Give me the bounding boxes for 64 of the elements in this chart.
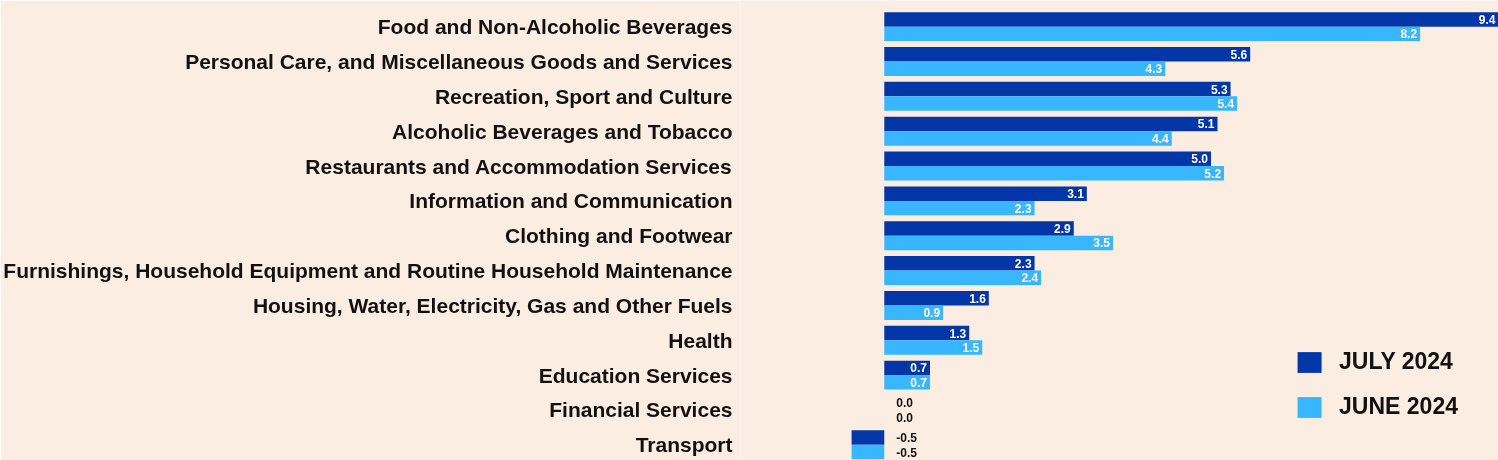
data-label: 5.0 (1191, 152, 1209, 167)
bar (884, 61, 1166, 76)
bar (851, 444, 885, 460)
y-tick-label: Information and Communication (409, 189, 733, 213)
data-label: 8.2 (1400, 27, 1418, 42)
y-tick-label: Health (668, 328, 733, 352)
data-label: 2.3 (1014, 201, 1032, 216)
bar (884, 290, 989, 306)
data-label: 0.9 (923, 306, 941, 321)
data-label: 5.2 (1204, 166, 1222, 181)
data-label: 4.3 (1145, 62, 1163, 77)
data-label: 3.1 (1067, 187, 1085, 202)
data-label: 0.7 (910, 361, 928, 376)
bar (884, 81, 1231, 97)
y-tick-label: Food and Non-Alcoholic Beverages (377, 15, 733, 39)
data-label: 2.9 (1054, 222, 1072, 236)
data-label: -0.5 (896, 431, 918, 446)
bar (884, 340, 983, 355)
bar (884, 256, 1035, 271)
bar (884, 200, 1035, 216)
bar (884, 305, 944, 320)
bar (884, 270, 1042, 286)
y-tick-label: Transport (635, 433, 733, 457)
legend-label: JUNE 2024 (1339, 393, 1458, 420)
y-tick-label: Personal Care, and Miscellaneous Goods and Services (185, 49, 733, 73)
y-tick-label: Clothing and Footwear (505, 224, 733, 248)
bar (884, 235, 1113, 251)
bar (884, 131, 1172, 146)
y-tick-label: Furnishings, Household Equipment and Routine Household Maintenance (3, 259, 733, 283)
y-tick-label: Alcoholic Beverages and Tobacco (392, 119, 733, 143)
data-label: 1.5 (962, 341, 980, 355)
y-tick-label: Education Services (538, 363, 733, 387)
y-tick-label: Recreation, Sport and Culture (434, 84, 733, 108)
bar (884, 12, 1498, 27)
data-label: 3.5 (1093, 236, 1111, 251)
bar (884, 186, 1087, 201)
data-label: 4.4 (1152, 131, 1170, 146)
data-label: 2.3 (1014, 256, 1032, 271)
y-tick-label: Housing, Water, Electricity, Gas and Other Fuels (252, 293, 733, 317)
y-tick-label: Restaurants and Accommodation Services (305, 154, 732, 178)
bar (884, 221, 1074, 236)
data-label: -0.5 (896, 445, 918, 460)
bar (884, 166, 1225, 181)
bar (884, 325, 970, 341)
bar (884, 116, 1218, 132)
data-label: 5.3 (1210, 82, 1228, 97)
bar (884, 151, 1211, 167)
bar (884, 375, 930, 390)
bar (884, 47, 1251, 62)
data-label: 0.7 (910, 375, 928, 390)
legend-label: JULY 2024 (1339, 348, 1453, 375)
data-label: 1.6 (969, 291, 987, 306)
data-label: 1.3 (949, 326, 967, 341)
data-label: 9.4 (1478, 12, 1496, 27)
bar (851, 430, 885, 445)
data-label: 0.0 (896, 410, 914, 425)
bar (884, 26, 1421, 42)
bar (884, 96, 1238, 111)
data-label: 2.4 (1021, 271, 1039, 286)
data-label: 5.4 (1217, 97, 1235, 112)
data-label: 5.6 (1230, 47, 1248, 62)
data-label: 5.1 (1197, 117, 1215, 132)
y-tick-label: Financial Services (549, 398, 733, 422)
data-label: 0.0 (896, 396, 914, 411)
